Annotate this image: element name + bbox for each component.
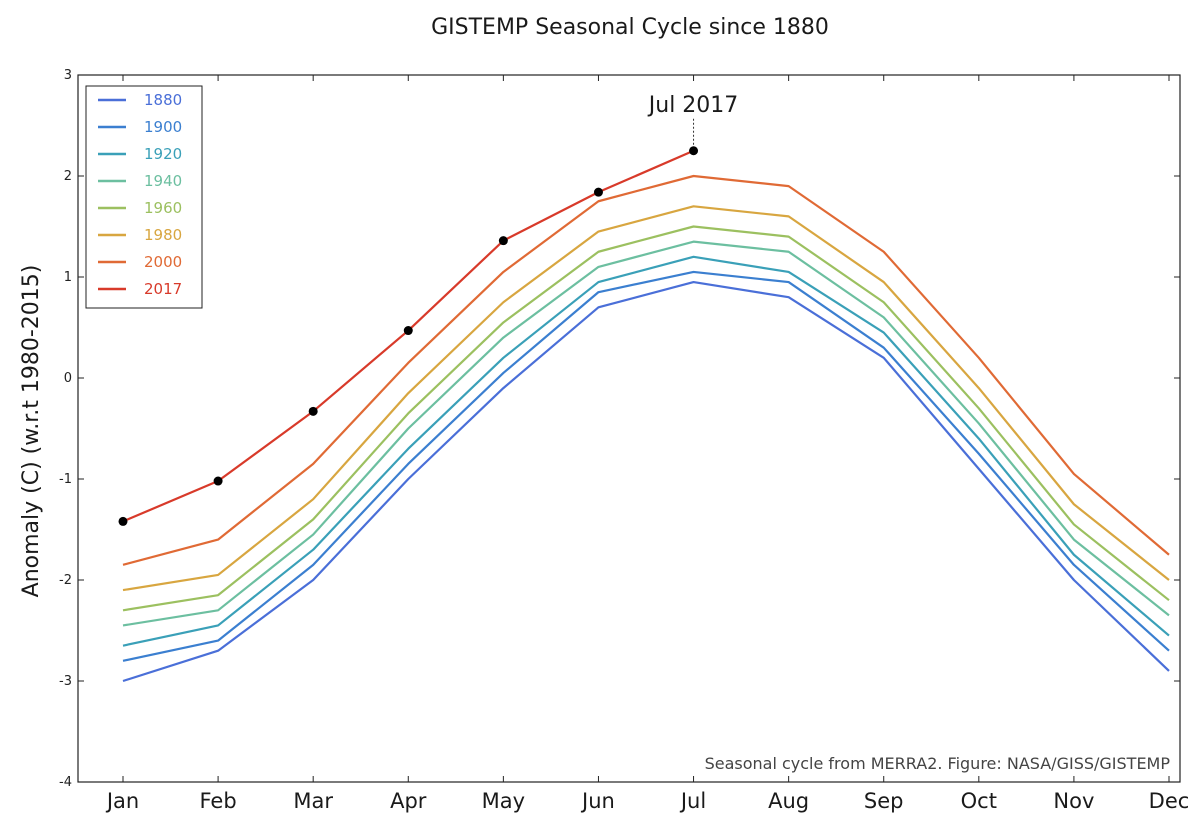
- highlight-point: [689, 146, 699, 156]
- x-tick-label: Oct: [961, 789, 997, 813]
- highlight-point: [498, 236, 508, 246]
- x-tick-label: Jul: [679, 789, 706, 813]
- y-axis-ticks: -4 -3 -2 -1 0 1 2 3: [59, 68, 1180, 790]
- legend-label: 2017: [144, 280, 182, 298]
- y-axis-label: Anomaly (C) (w.r.t 1980-2015): [19, 265, 44, 598]
- x-axis-ticks: Jan Feb Mar Apr May Jun Jul Aug Sep Oct Nov Dec: [105, 75, 1190, 813]
- y-tick-label: 3: [64, 68, 72, 83]
- figure-credit: Seasonal cycle from MERRA2. Figure: NASA…: [705, 754, 1171, 773]
- y-tick-label: -3: [59, 674, 72, 689]
- legend: 1880 1900 1920 1940 1960 1980 2000 2017: [85, 85, 203, 309]
- highlight-point: [118, 516, 128, 526]
- series-line-1920: [122, 255, 1170, 647]
- x-tick-label: Apr: [390, 789, 427, 813]
- series-line-1980: [122, 205, 1170, 592]
- y-tick-label: 1: [64, 270, 72, 285]
- x-tick-label: Dec: [1149, 789, 1190, 813]
- highlight-points: [118, 146, 699, 526]
- annotation: Jul 2017: [647, 93, 739, 145]
- legend-box: [85, 85, 203, 309]
- legend-label: 1980: [144, 226, 182, 244]
- y-tick-label: 0: [64, 371, 72, 386]
- y-tick-label: -4: [59, 775, 72, 790]
- x-tick-label: Feb: [199, 789, 236, 813]
- y-tick-label: -2: [59, 573, 72, 588]
- legend-label: 1940: [144, 172, 182, 190]
- x-tick-label: Sep: [864, 789, 904, 813]
- x-tick-label: May: [482, 789, 525, 813]
- highlight-point: [593, 187, 603, 197]
- x-tick-label: Aug: [768, 789, 809, 813]
- y-tick-label: -1: [59, 472, 72, 487]
- highlight-point: [308, 406, 318, 416]
- chart-title: GISTEMP Seasonal Cycle since 1880: [431, 15, 829, 40]
- annotation-label: Jul 2017: [647, 93, 739, 118]
- x-tick-label: Jun: [580, 789, 615, 813]
- series-lines: [122, 149, 1170, 683]
- highlight-point: [403, 326, 413, 336]
- series-line-2000: [122, 174, 1170, 566]
- x-tick-label: Mar: [293, 789, 333, 813]
- series-line-1880: [122, 280, 1170, 683]
- highlight-point: [213, 476, 223, 486]
- legend-label: 1920: [144, 145, 182, 163]
- plot-frame: [77, 74, 1181, 783]
- series-line-1940: [122, 240, 1170, 627]
- legend-label: 1880: [144, 91, 182, 109]
- legend-label: 2000: [144, 253, 182, 271]
- series-line-2017: [122, 149, 694, 523]
- x-tick-label: Jan: [105, 789, 139, 813]
- y-tick-label: 2: [64, 169, 72, 184]
- x-tick-label: Nov: [1053, 789, 1094, 813]
- legend-label: 1900: [144, 118, 182, 136]
- series-line-1900: [122, 270, 1170, 662]
- legend-label: 1960: [144, 199, 182, 217]
- series-line-1960: [122, 225, 1170, 612]
